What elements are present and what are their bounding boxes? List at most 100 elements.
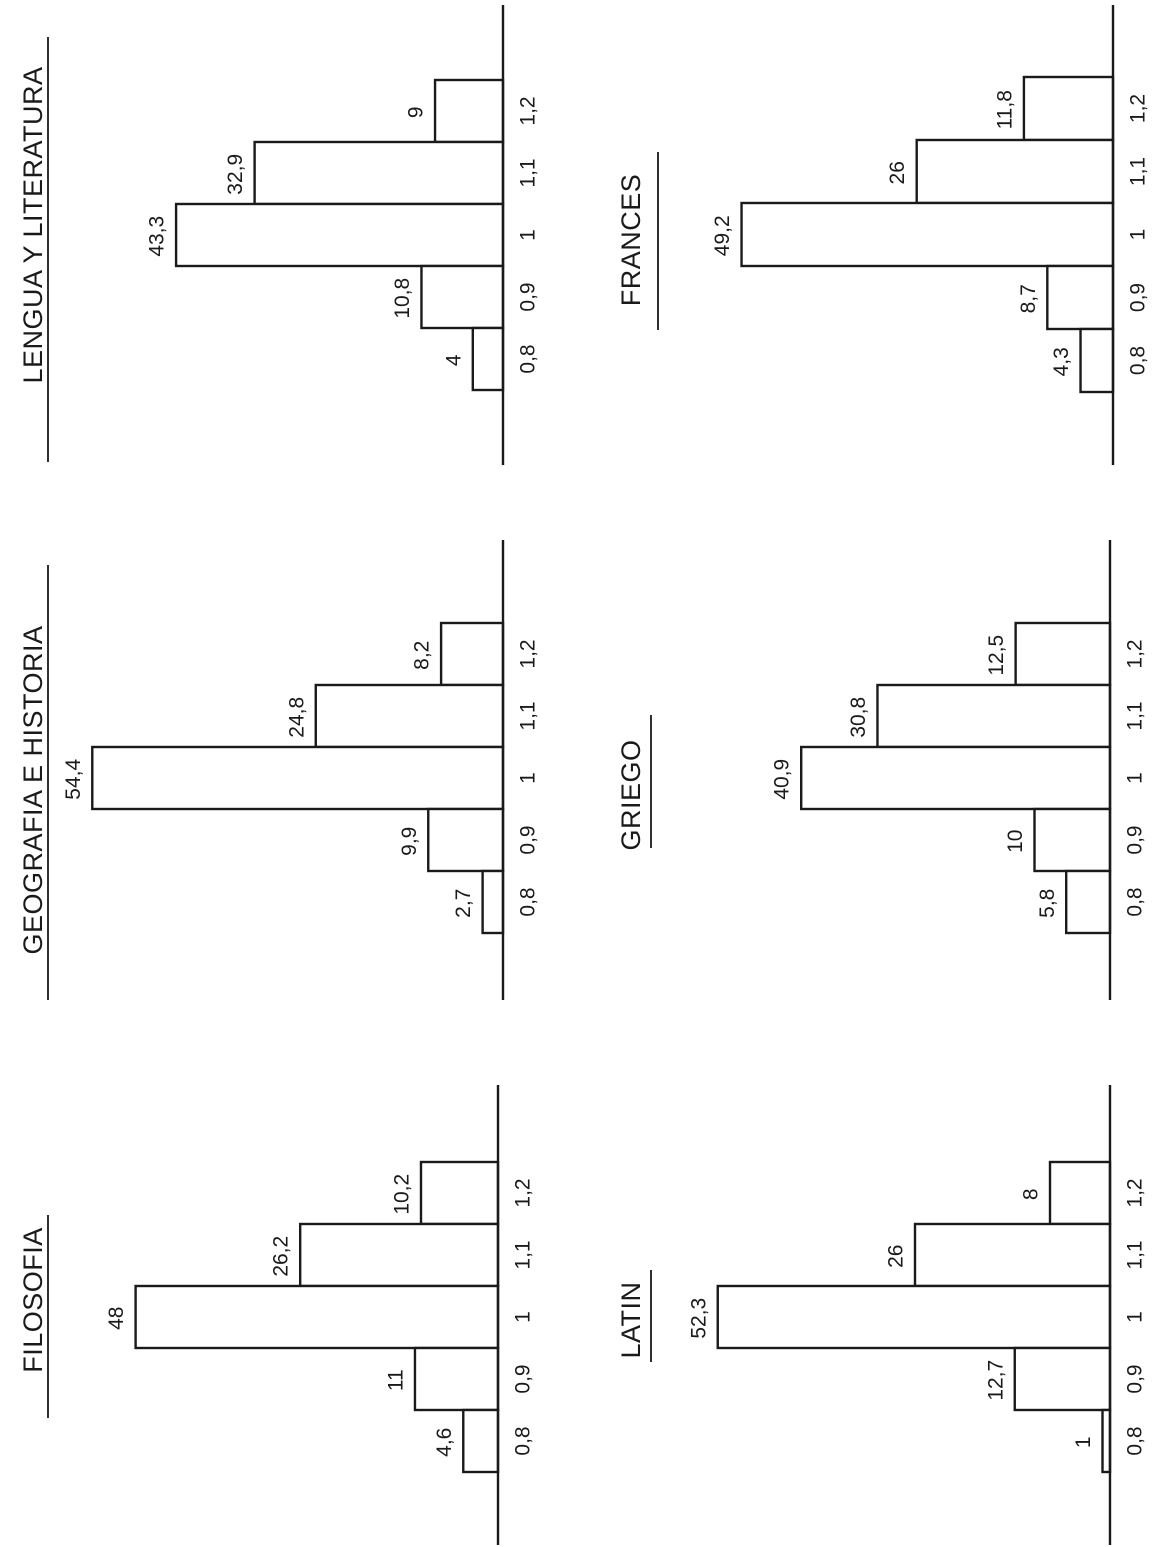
category-label: 1 [517, 772, 540, 784]
histogram-2: GEOGRAFIA E HISTORIA 8,2 1,2 24,8 1,1 54,4 1 9,… [18, 540, 540, 1000]
value-label: 26,2 [270, 1236, 293, 1277]
category-label: 0,8 [512, 1426, 535, 1455]
bar-0-8 [1065, 869, 1112, 935]
category-label: 0,8 [517, 344, 540, 373]
value-label: 9,9 [398, 827, 421, 856]
chart-title: GRIEGO [616, 739, 646, 850]
histogram-5: GRIEGO 12,5 1,2 30,8 1,1 40,9 1 10 0,9 5,8 0,8 [616, 540, 1147, 1000]
value-label: 4,3 [1050, 347, 1073, 376]
bar-0-8 [481, 869, 505, 935]
category-label: 0,9 [1124, 1364, 1147, 1393]
category-label: 0,8 [1127, 346, 1150, 375]
category-label: 0,9 [1127, 283, 1150, 312]
value-label: 9 [405, 106, 428, 118]
bar-0-8 [462, 1408, 500, 1474]
bar-0-9 [1013, 1346, 1112, 1412]
value-label: 12,7 [984, 1360, 1007, 1401]
category-label: 1,2 [1127, 94, 1150, 123]
bar-1-2 [1014, 621, 1112, 687]
category-label: 1,1 [1124, 1240, 1147, 1269]
bar-1 [91, 745, 505, 811]
bar-0-9 [413, 1346, 500, 1412]
value-label: 4 [442, 354, 465, 366]
category-label: 1 [517, 229, 540, 241]
category-label: 0,8 [517, 887, 540, 916]
histogram-4: LATIN 8 1,2 26 1,1 52,3 1 12,7 0,9 1 0,8 [616, 1085, 1147, 1545]
chart-title: FRANCES [616, 174, 646, 307]
category-label: 1,1 [517, 701, 540, 730]
value-label: 49,2 [711, 215, 734, 256]
category-label: 1,1 [1124, 701, 1147, 730]
category-label: 1,2 [512, 1178, 535, 1207]
histogram-3: LENGUA Y LITERATURA 9 1,2 32,9 1,1 43,3 1 10,8 0… [18, 5, 540, 465]
value-label: 11 [384, 1369, 407, 1391]
bar-1-1 [314, 683, 505, 749]
chart-title: FILOSOFIA [18, 1227, 48, 1373]
value-label: 12,5 [985, 635, 1008, 676]
value-label: 1 [1072, 1436, 1095, 1448]
bar-1-2 [433, 78, 505, 144]
bar-1-2 [1048, 1160, 1112, 1226]
value-label: 5,8 [1036, 889, 1059, 918]
value-label: 2,7 [452, 889, 475, 918]
category-label: 0,8 [1124, 1426, 1147, 1455]
chart-title: LENGUA Y LITERATURA [18, 66, 48, 383]
bar-1-2 [419, 1160, 500, 1226]
category-label: 1,1 [1127, 157, 1150, 186]
category-label: 0,9 [517, 825, 540, 854]
value-label: 26 [885, 1245, 908, 1268]
value-label: 40,9 [771, 759, 794, 800]
bar-1-1 [913, 1222, 1112, 1288]
category-label: 0,9 [1124, 825, 1147, 854]
bar-0-9 [420, 264, 505, 330]
value-label: 8 [1020, 1188, 1043, 1200]
value-label: 48 [105, 1307, 128, 1330]
bar-1 [740, 201, 1115, 268]
value-label: 30,8 [847, 697, 870, 738]
bar-1-1 [915, 138, 1115, 205]
category-label: 0,9 [517, 282, 540, 311]
value-label: 32,9 [224, 154, 247, 195]
bar-1 [174, 202, 505, 268]
category-label: 1,1 [512, 1240, 535, 1269]
value-label: 43,3 [146, 216, 169, 257]
category-label: 1,2 [517, 96, 540, 125]
chart-title: LATIN [616, 1281, 646, 1358]
bar-1 [800, 745, 1112, 811]
bar-1-2 [439, 621, 505, 687]
bar-1-1 [253, 140, 505, 206]
value-label: 4,6 [433, 1428, 456, 1457]
chart-title: GEOGRAFIA E HISTORIA [18, 625, 48, 954]
category-label: 1 [1127, 229, 1150, 241]
category-label: 0,8 [1124, 887, 1147, 916]
value-label: 11,8 [993, 90, 1016, 129]
value-label: 8,2 [411, 641, 434, 670]
category-label: 1 [1124, 772, 1147, 784]
value-label: 52,3 [687, 1298, 710, 1339]
value-label: 54,4 [62, 758, 85, 799]
value-label: 26 [886, 161, 909, 184]
bar-1-1 [876, 683, 1112, 749]
bar-1 [134, 1284, 500, 1350]
value-label: 10,2 [391, 1174, 414, 1215]
category-label: 1,2 [1124, 1178, 1147, 1207]
bar-0-9 [1033, 807, 1112, 873]
bar-0-9 [427, 807, 505, 873]
category-label: 1,2 [1124, 639, 1147, 668]
category-label: 1,1 [517, 158, 540, 187]
value-label: 8,7 [1017, 284, 1040, 313]
bar-0-8 [471, 326, 505, 392]
bar-1-2 [1022, 75, 1115, 142]
category-label: 1,2 [517, 639, 540, 668]
bar-1-1 [298, 1222, 500, 1288]
bar-0-9 [1046, 264, 1115, 331]
value-label: 10 [1004, 830, 1027, 853]
bar-0-8 [1079, 327, 1115, 394]
category-label: 1 [512, 1311, 535, 1323]
value-label: 10,8 [391, 278, 414, 319]
value-label: 24,8 [285, 697, 308, 738]
category-label: 0,9 [512, 1364, 535, 1393]
